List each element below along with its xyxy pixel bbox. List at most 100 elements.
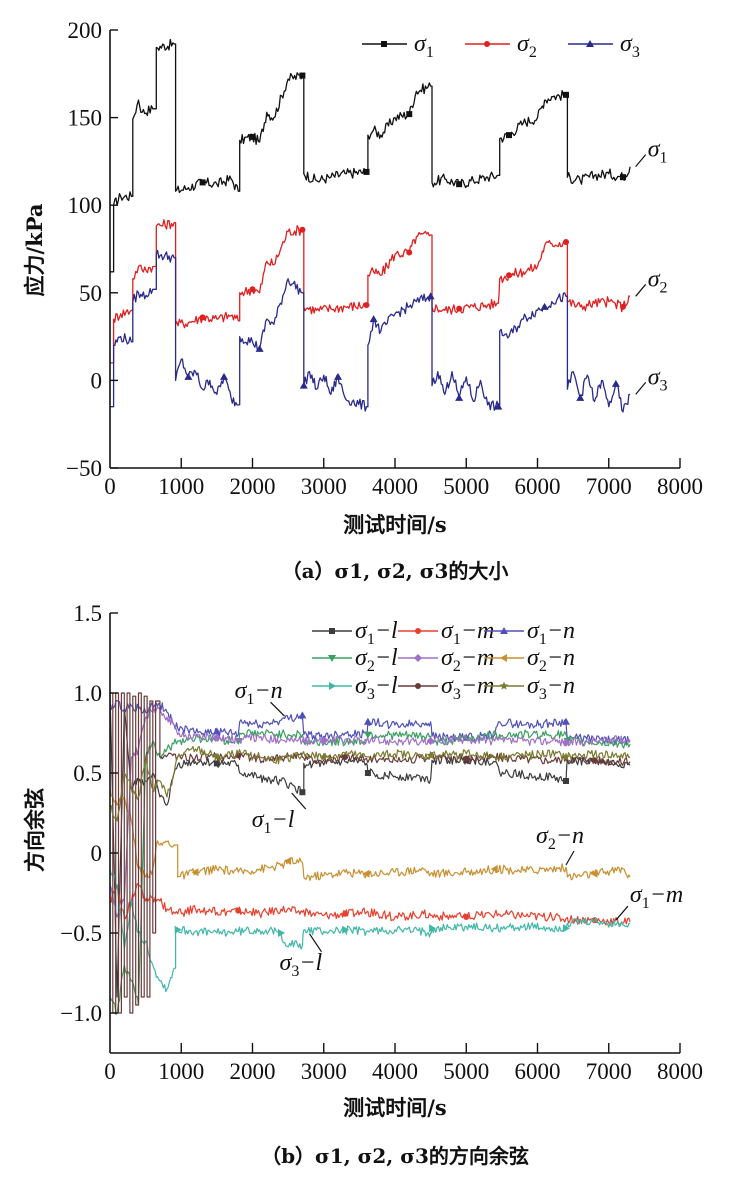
legend-marker-icon [414, 654, 422, 662]
y-tick-label: −1.0 [60, 1001, 102, 1026]
annotation-label: σ2 [648, 266, 668, 296]
data-point-marker [299, 72, 306, 79]
x-tick-label: 6000 [515, 474, 561, 499]
data-point-marker [298, 711, 307, 719]
series-line-σ1−l [109, 692, 631, 998]
data-point-marker [334, 372, 342, 380]
legend-marker-icon [499, 681, 509, 690]
panel-b-x-axis-title: 测试时间/s [343, 1095, 447, 1120]
panel-b-caption: （b）σ1, σ2, σ3的方向余弦 [261, 1144, 529, 1168]
data-point-marker [342, 754, 349, 760]
annotation-leader [635, 382, 647, 395]
legend-marker-icon [329, 628, 335, 634]
annotation-leader [565, 850, 575, 866]
data-point-marker [506, 132, 512, 139]
legend-marker-icon [328, 655, 336, 662]
series-markers-σ1−m [235, 907, 598, 924]
legend-item-σ2−n: σ2−n [484, 645, 575, 675]
data-point-marker [212, 733, 221, 742]
panel-b-axes: −1.0 −0.5 0 0.5 1.0 1.5 0 1000 2000 3000 4000 5000 6… [60, 601, 703, 1084]
series-markers-σ1−l [213, 757, 569, 796]
y-tick-label: −50 [66, 456, 102, 481]
legend-item-σ1−n: σ1−n [484, 618, 575, 648]
data-point-marker [494, 402, 503, 410]
legend-marker-icon [500, 654, 507, 662]
legend-item-σ1−l: σ1−l [312, 618, 398, 648]
annotation-label: σ1 [648, 137, 668, 167]
legend-label: σ1 [414, 31, 434, 61]
data-point-marker [249, 133, 256, 140]
x-tick-label: 3000 [301, 1059, 347, 1084]
legend-marker-icon [586, 40, 594, 47]
series-markers-σ3 [184, 292, 620, 410]
data-point-marker [406, 111, 413, 118]
panel-b-legend: σ1−l σ1−m σ1−n σ2−l σ2−m σ2−n σ3−l σ3−m σ3−n [312, 618, 575, 703]
legend-marker-icon [381, 41, 387, 47]
panel-a-series [110, 38, 631, 413]
data-point-marker [212, 727, 221, 735]
panel-b-annotations: σ1−n σ1−l σ2−n σ1−m σ3−l [235, 678, 684, 980]
data-point-marker [611, 379, 620, 387]
series-line-σ2−m [109, 706, 631, 918]
data-point-marker [426, 292, 435, 300]
annotation-leader [291, 792, 307, 810]
data-point-marker [199, 179, 206, 186]
annotation-leader [309, 933, 322, 953]
annotation-label: σ1−m [630, 882, 683, 912]
legend-label: σ1−n [527, 618, 575, 648]
data-point-marker [456, 305, 463, 312]
series-markers-σ1 [199, 72, 626, 188]
legend-marker-icon [484, 41, 490, 47]
legend-label: σ3−l [355, 673, 398, 703]
panel-b-direction-cosines: −1.0 −0.5 0 0.5 1.0 1.5 0 1000 2000 3000 4000 5000 6… [22, 601, 703, 1168]
data-point-marker [540, 302, 549, 310]
annotation-label: σ1−l [252, 807, 295, 837]
y-tick-label: −0.5 [60, 921, 102, 946]
legend-item-σ1: σ1 [362, 31, 434, 61]
legend-label: σ2−n [527, 645, 575, 675]
annotation-label: σ3−l [280, 950, 323, 980]
data-point-marker [456, 181, 463, 188]
annotation-label: σ1−n [235, 678, 283, 708]
panel-b-series [109, 692, 631, 1016]
x-tick-label: 3000 [301, 474, 347, 499]
annotation-label: σ2−n [536, 823, 584, 853]
data-point-marker [255, 344, 264, 352]
data-point-marker [199, 314, 206, 321]
legend-label: σ3−m [441, 673, 494, 703]
data-point-marker [278, 929, 285, 937]
data-point-marker [191, 868, 199, 877]
data-point-marker [406, 249, 413, 256]
x-tick-label: 2000 [230, 474, 276, 499]
legend-item-σ2−m: σ2−m [398, 645, 494, 675]
legend-label: σ2 [517, 31, 537, 61]
series-line-σ2 [110, 219, 631, 364]
data-point-marker [426, 737, 435, 745]
panel-a-legend: σ1 σ2 σ3 [362, 31, 640, 61]
y-tick-label: 100 [68, 193, 103, 218]
legend-item-σ2: σ2 [465, 31, 537, 61]
y-tick-label: 0 [91, 841, 103, 866]
data-point-marker [362, 869, 370, 878]
legend-label: σ1−m [441, 618, 494, 648]
data-point-marker [620, 174, 626, 181]
data-point-marker [506, 272, 512, 279]
y-tick-label: 50 [79, 281, 102, 306]
x-tick-label: 8000 [657, 474, 703, 499]
data-point-marker [576, 393, 585, 401]
legend-item-σ1−m: σ1−m [398, 618, 494, 648]
series-line-σ3−n [109, 745, 631, 822]
data-point-marker [363, 302, 370, 309]
data-point-marker [561, 752, 571, 761]
panel-a-x-axis-title: 测试时间/s [343, 512, 447, 537]
legend-label: σ2−m [441, 645, 494, 675]
data-point-marker [249, 286, 256, 293]
legend-label: σ3 [620, 31, 640, 61]
data-point-marker [363, 731, 372, 739]
x-tick-label: 4000 [372, 474, 418, 499]
data-point-marker [562, 717, 570, 725]
x-tick-label: 0 [104, 474, 116, 499]
data-point-marker [429, 924, 437, 933]
series-line-σ2−n [109, 788, 631, 881]
